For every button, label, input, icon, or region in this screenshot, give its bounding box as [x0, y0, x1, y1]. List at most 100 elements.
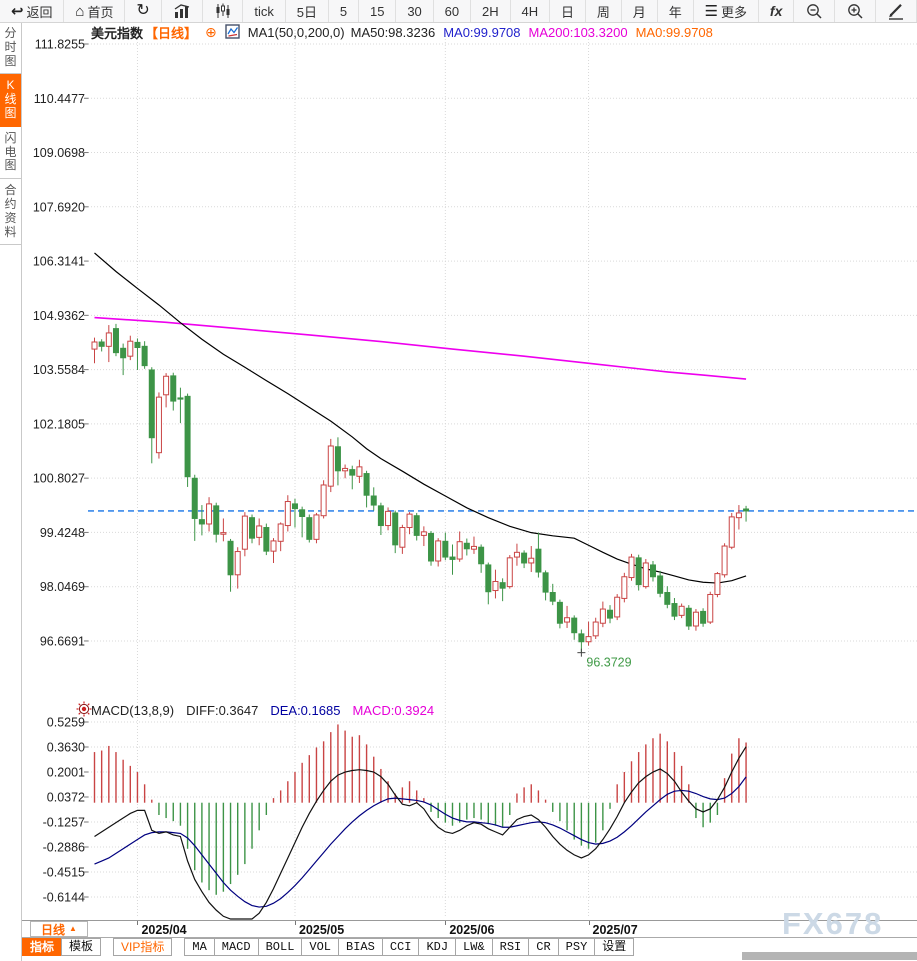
add-compare-icon[interactable]: ⊕ [205, 24, 217, 40]
svg-text:99.4248: 99.4248 [40, 526, 85, 540]
toolbar-month-button[interactable]: 月 [622, 0, 658, 22]
instrument-header: 美元指数 【日线】 ⊕ MA1(50,0,200,0) MA50:98.3236… [91, 24, 713, 41]
y-axis-labels: 111.8255 110.4477 109.0698 107.6920 106.3141… [33, 38, 85, 905]
ma0-value-blue: MA0:99.9708 [443, 24, 521, 40]
svg-text:103.5584: 103.5584 [33, 363, 85, 377]
toolbar-5-button[interactable]: 5 [329, 0, 360, 22]
bottom-tab-BOLL[interactable]: BOLL [257, 938, 303, 956]
x-axis-tick [588, 921, 590, 925]
sidebar-tab-flash-chart[interactable]: 闪 电 图 [0, 126, 21, 180]
date-axis-strip: 日线 ▲ 2025/04 2025/05 2025/06 2025/07 [22, 920, 917, 938]
period-label[interactable]: 【日线】 [145, 25, 198, 41]
ma-params[interactable]: MA1(50,0,200,0) [247, 24, 345, 40]
ma0-value-orange: MA0:99.9708 [635, 24, 713, 40]
bottom-tab-MA[interactable]: MA [184, 938, 215, 956]
bottom-tab-设置[interactable]: 设置 [594, 938, 635, 956]
x-axis-label: 2025/07 [592, 923, 638, 937]
dea-value: DEA:0.1685 [270, 702, 341, 718]
dea-line [94, 776, 747, 908]
bottom-tab-CCI[interactable]: CCI [381, 938, 420, 956]
svg-text:102.1805: 102.1805 [33, 417, 85, 431]
toolbar-zoom-in-button[interactable] [835, 0, 877, 22]
top-toolbar: ↩ 返回 ⌂ 首页 ↻ tick 5日 5 15 30 60 2H 4H 日周月年 ☰ 更多 fx [0, 0, 917, 23]
toolbar-5d-button[interactable]: 5日 [286, 0, 329, 22]
bottom-tab-VOL[interactable]: VOL [301, 938, 340, 956]
toolbar-refresh-button[interactable]: ↻ [125, 0, 162, 22]
symbol-name: 美元指数 [91, 25, 144, 41]
candles-group [91, 323, 750, 653]
svg-text:0.0372: 0.0372 [47, 791, 85, 805]
toolbar-week-button[interactable]: 周 [586, 0, 622, 22]
toolbar-2h-button[interactable]: 2H [471, 0, 511, 22]
bottom-tab-MACD[interactable]: MACD [213, 938, 259, 956]
toolbar-more-button[interactable]: ☰ 更多 [694, 0, 759, 22]
ma50-line [94, 252, 747, 584]
svg-text:109.0698: 109.0698 [33, 146, 85, 160]
toolbar-home-button[interactable]: ⌂ 首页 [64, 0, 126, 22]
x-axis-tick [137, 921, 139, 925]
bottom-tab-模板[interactable]: 模板 [61, 938, 102, 956]
toolbar-4h-button[interactable]: 4H [511, 0, 551, 22]
svg-text:-0.1257: -0.1257 [43, 816, 85, 830]
bottom-tab-KDJ[interactable]: KDJ [418, 938, 457, 956]
svg-text:104.9362: 104.9362 [33, 309, 85, 323]
toolbar-60-button[interactable]: 60 [434, 0, 472, 22]
toolbar-draw-button[interactable] [876, 0, 917, 22]
svg-text:100.8027: 100.8027 [33, 472, 85, 486]
toolbar-year-button[interactable]: 年 [658, 0, 694, 22]
svg-text:-0.2886: -0.2886 [43, 841, 85, 855]
toolbar-day-button[interactable]: 日 [550, 0, 586, 22]
svg-text:111.8255: 111.8255 [35, 38, 85, 52]
macd-header: MACD(13,8,9) DIFF:0.3647 DEA:0.1685 MACD… [91, 702, 434, 718]
svg-text:-0.6144: -0.6144 [43, 891, 85, 905]
bottom-tab-VIP指标[interactable]: VIP指标 [113, 938, 173, 956]
x-axis-label: 2025/06 [449, 923, 495, 937]
macd-value: MACD:0.3924 [352, 702, 435, 718]
ma200-line [94, 316, 747, 380]
svg-text:0.2001: 0.2001 [47, 766, 85, 780]
toolbar-15-button[interactable]: 15 [359, 0, 397, 22]
bottom-tab-指标[interactable]: 指标 [22, 938, 63, 956]
period-selector-label: 日线 [41, 922, 66, 937]
horizontal-scrollbar[interactable] [742, 952, 917, 960]
x-axis-tick [294, 921, 296, 925]
low-marker: 96.3729 [577, 648, 632, 670]
toolbar-tick-button[interactable]: tick [243, 0, 286, 22]
ma-settings-icon[interactable] [225, 24, 240, 40]
bottom-tab-CR[interactable]: CR [528, 938, 559, 956]
sidebar-tab-kline-chart[interactable]: K 线 图 [0, 74, 21, 127]
svg-text:-0.4515: -0.4515 [43, 866, 85, 880]
toolbar-zoom-out-button[interactable] [794, 0, 836, 22]
ma200-value: MA200:103.3200 [528, 24, 628, 40]
svg-text:98.0469: 98.0469 [40, 580, 85, 594]
svg-text:96.3729: 96.3729 [586, 656, 631, 670]
x-axis-label: 2025/05 [298, 923, 345, 937]
triangle-up-icon: ▲ [69, 924, 77, 933]
sidebar-tab-time-chart[interactable]: 分 时 图 [0, 22, 21, 75]
toolbar-30-button[interactable]: 30 [396, 0, 434, 22]
toolbar-candle-chart-button[interactable] [203, 0, 244, 22]
svg-text:96.6691: 96.6691 [40, 634, 85, 648]
ma50-value: MA50:98.3236 [350, 24, 436, 40]
toolbar-back-button[interactable]: ↩ 返回 [0, 0, 65, 22]
bottom-tab-PSY[interactable]: PSY [557, 938, 596, 956]
svg-text:0.3630: 0.3630 [47, 741, 85, 755]
svg-text:0.5259: 0.5259 [47, 716, 85, 730]
period-selector[interactable]: 日线 ▲ [30, 921, 88, 937]
diff-value: DIFF:0.3647 [186, 702, 259, 718]
bottom-tab-BIAS[interactable]: BIAS [338, 938, 383, 956]
toolbar-bar-chart-button[interactable] [162, 0, 203, 22]
x-axis-tick [445, 921, 447, 925]
svg-text:106.3141: 106.3141 [33, 255, 85, 269]
sidebar-tab-contract-info[interactable]: 合 约 资 料 [0, 179, 21, 246]
macd-params[interactable]: MACD(13,8,9) [91, 702, 175, 718]
indicator-settings-icon[interactable] [76, 701, 92, 722]
bottom-tab-RSI[interactable]: RSI [491, 938, 530, 956]
diff-line [94, 746, 747, 920]
toolbar-fx-button[interactable]: fx [759, 0, 795, 22]
grid [84, 30, 917, 918]
indicator-tabbar: 指标 模板 VIP指标 MA MACD BOLL VOL BIAS CCI KDJ LW& RSI CR… [22, 938, 917, 961]
bottom-tab-LW&[interactable]: LW& [455, 938, 493, 956]
